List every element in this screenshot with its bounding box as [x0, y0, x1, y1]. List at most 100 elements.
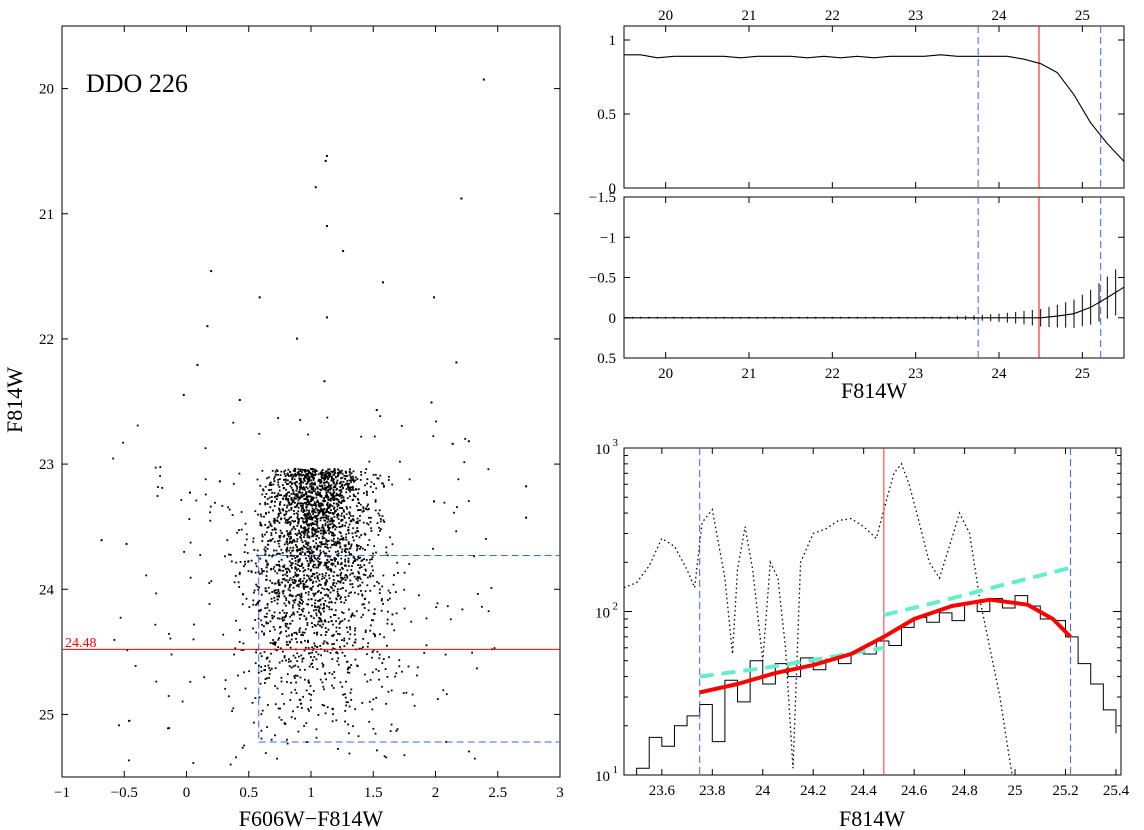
cmd-star [331, 477, 334, 480]
cmd-star [307, 598, 310, 601]
cmd-star [266, 606, 269, 609]
cmd-star [306, 524, 309, 527]
cmd-star [339, 568, 342, 571]
completeness-y-tick-label: 0 [609, 181, 617, 197]
cmd-star [312, 488, 314, 491]
cmd-star [289, 540, 291, 543]
cmd-star [359, 584, 361, 587]
cmd-star [370, 517, 372, 519]
cmd-star [297, 510, 300, 513]
cmd-star [250, 571, 253, 574]
cmd-star [311, 475, 314, 478]
cmd-star [335, 630, 338, 633]
cmd-star [370, 619, 373, 621]
cmd-star [291, 619, 294, 622]
cmd-star [307, 433, 309, 436]
cmd-star [235, 756, 237, 759]
cmd-star [325, 487, 328, 490]
cmd-star [366, 494, 368, 496]
cmd-star [297, 506, 300, 509]
cmd-star [341, 587, 344, 589]
cmd-star [327, 506, 329, 508]
cmd-star [331, 684, 333, 687]
cmd-star [307, 474, 310, 476]
cmd-star [311, 532, 314, 535]
cmd-star [302, 607, 305, 610]
cmd-star [317, 563, 320, 566]
cmd-star [309, 699, 312, 702]
cmd-star [358, 509, 361, 511]
cmd-star [343, 517, 346, 519]
cmd-star [169, 637, 172, 640]
cmd-star [255, 604, 257, 606]
cmd-star [311, 507, 314, 510]
cmd-star [323, 532, 326, 534]
cmd-star [267, 543, 270, 546]
cmd-star [308, 523, 311, 526]
cmd-star [381, 482, 383, 485]
bias-panel: −1.5−1−0.500.520 21 22 23 24 25 F814W [589, 190, 1125, 403]
cmd-star [322, 504, 324, 507]
cmd-star [319, 553, 322, 556]
cmd-star [301, 494, 304, 497]
cmd-star [286, 548, 289, 551]
cmd-star [299, 477, 302, 480]
cmd-star [313, 656, 316, 658]
cmd-star [264, 503, 267, 506]
cmd-star [333, 543, 336, 546]
cmd-star [263, 669, 266, 672]
cmd-star [443, 501, 446, 504]
cmd-star [283, 722, 286, 725]
completeness-top-tick-label: 24 [992, 8, 1008, 24]
cmd-star [239, 561, 242, 563]
cmd-star [331, 587, 333, 589]
cmd-star [283, 470, 285, 473]
cmd-star [312, 486, 315, 489]
cmd-star [253, 589, 256, 592]
cmd-star [325, 496, 328, 499]
cmd-star [317, 513, 320, 516]
cmd-star [313, 474, 316, 477]
cmd-star [258, 432, 261, 435]
cmd-star [287, 520, 289, 523]
cmd-star [316, 520, 319, 523]
cmd-star [360, 566, 363, 568]
cmd-star [294, 567, 297, 570]
cmd-star [310, 488, 313, 491]
cmd-star [325, 563, 327, 566]
cmd-star [320, 481, 323, 483]
cmd-star [329, 597, 331, 600]
cmd-plot-frame [61, 25, 561, 778]
cmd-star [328, 672, 331, 674]
cmd-star [368, 460, 371, 463]
cmd-star [299, 483, 302, 486]
cmd-star [313, 490, 316, 493]
cmd-star [128, 719, 131, 722]
cmd-star [297, 521, 299, 524]
bias-plot-frame [623, 196, 1125, 359]
cmd-star [289, 564, 292, 567]
cmd-star [355, 610, 358, 613]
cmd-star [264, 678, 267, 680]
cmd-star [302, 582, 305, 585]
cmd-star [209, 505, 212, 508]
cmd-x-axis-label: F606W−F814W [239, 806, 384, 830]
cmd-star [208, 603, 211, 605]
cmd-star [313, 523, 316, 525]
cmd-star [325, 582, 327, 585]
cmd-star [371, 569, 374, 572]
cmd-star [298, 655, 300, 658]
cmd-star [339, 588, 342, 590]
cmd-star [288, 491, 290, 494]
cmd-star [264, 546, 267, 549]
cmd-star [311, 604, 313, 607]
cmd-star [339, 621, 342, 624]
cmd-star [337, 499, 340, 501]
cmd-star [268, 484, 271, 486]
cmd-star [336, 508, 339, 511]
cmd-star [278, 592, 281, 594]
cmd-star [314, 503, 317, 505]
cmd-star [326, 568, 329, 571]
cmd-star [282, 484, 284, 486]
cmd-star [269, 540, 272, 543]
